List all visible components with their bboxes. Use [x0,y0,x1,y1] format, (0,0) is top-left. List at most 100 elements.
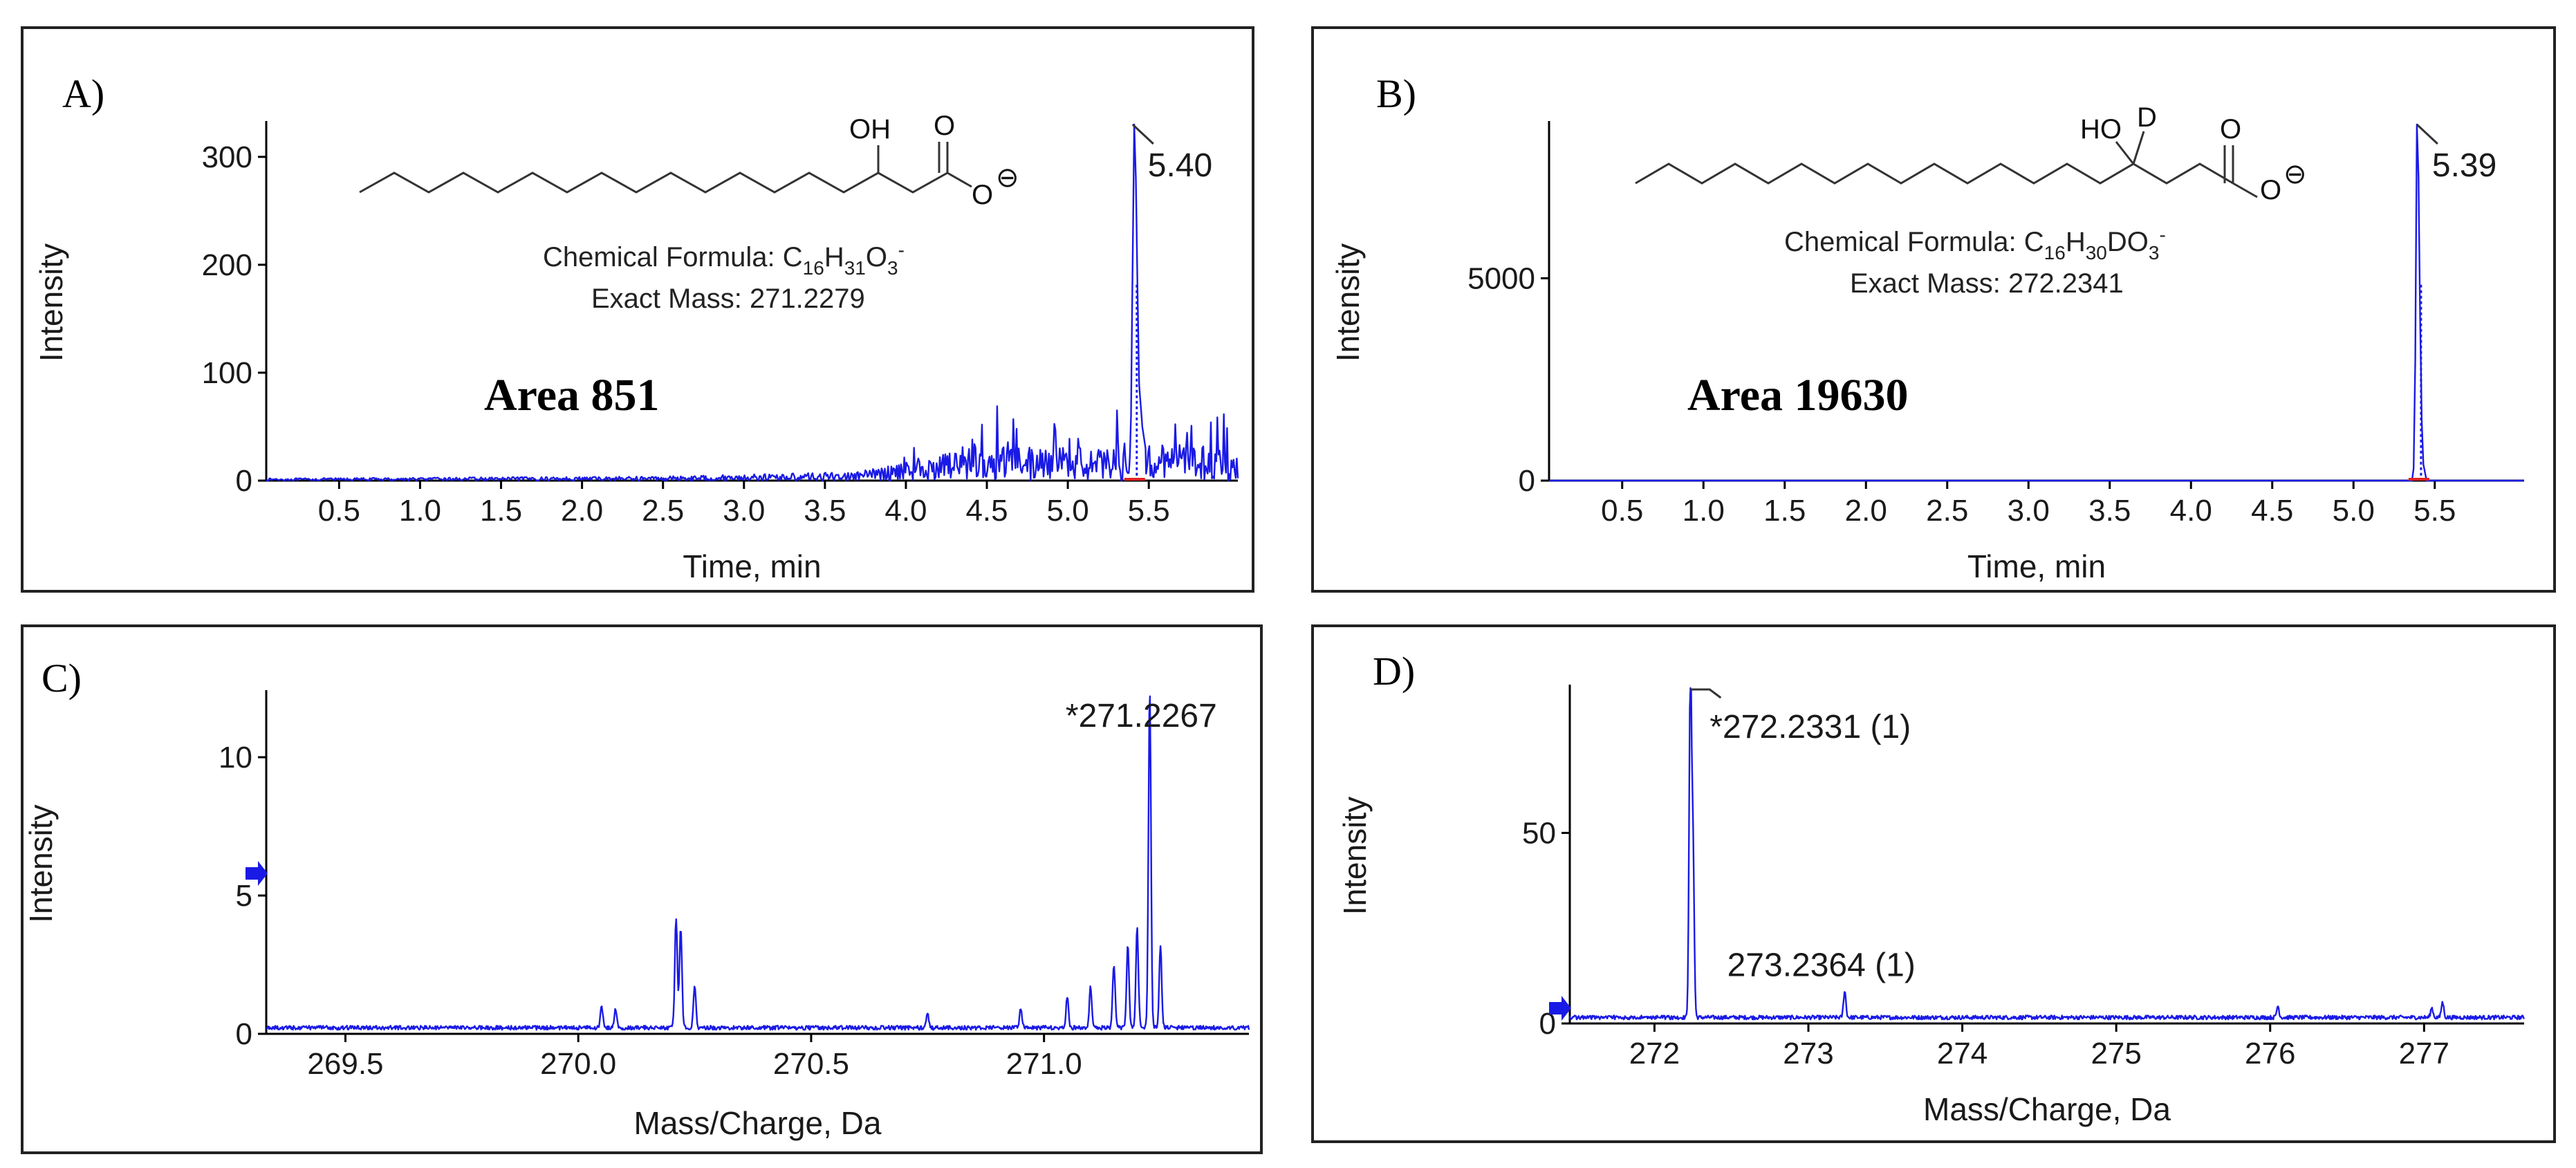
chart-c-spectrum [266,695,1250,1031]
chart-a-x-tick-label: 1.5 [480,494,522,528]
chart-a-x-tick-label: 2.5 [642,494,684,528]
chart-c-y-axis-label: Intensity [23,804,59,923]
chart-c-y-tick-label: 0 [236,1017,252,1051]
panel-b-letter: B) [1376,71,1416,116]
chart-b-x-tick-label: 3.0 [2008,494,2050,528]
panel-a-o-label: O [934,111,955,141]
panel-a-frame [21,26,1254,593]
chart-d-x-tick-label: 273 [1783,1037,1833,1070]
panel-c-letter: C) [41,656,82,701]
chart-a-y-tick-label: 300 [202,140,252,174]
chart-c-x-tick-label: 270.5 [773,1047,849,1081]
panel-a-exact-mass: Exact Mass: 271.2279 [591,284,865,314]
chart-d-x-tick-label: 275 [2091,1037,2141,1070]
chart-d-peak-label: *272.2331 (1) [1709,709,1911,745]
panel-b-o-bond [2232,182,2258,198]
chart-d-peak-marker [1690,688,1722,699]
chart-c-y-tick-label: 5 [236,879,252,913]
chart-b-x-tick-label: 5.5 [2413,494,2456,528]
panel-b-exact-mass: Exact Mass: 272.2341 [1850,268,2124,299]
panel-b-carbon-chain [1635,163,2234,185]
chart-b-x-tick-label: 2.5 [1926,494,1968,528]
panel-a-negative-charge: ⊖ [996,163,1019,193]
chart-b-x-tick-label: 4.0 [2170,494,2212,528]
chart-b-x-tick-label: 1.0 [1683,494,1725,528]
panel-b-negative-charge: ⊖ [2283,159,2307,189]
chart-a-x-tick-label: 3.5 [804,494,846,528]
chart-d-y-axis-label: Intensity [1337,797,1373,915]
chart-b-x-tick-label: 1.5 [1763,494,1806,528]
panel-a-carbon-chain [359,172,948,194]
panel-a-formula: Chemical Formula: C16H31O3- [543,239,905,279]
chart-a-x-tick-label: 2.0 [561,494,603,528]
chart-a-peak-marker [1131,123,1154,145]
panel-b-ho-label: HO [2080,114,2122,145]
chart-a-chromatogram: 0.5 1.0 1.5 2.0 2.5 3.0 3.5 4.0 4.5 5.0 5.5 0 100 200… [33,121,1239,584]
chart-c-mass-spectrum: 269.5 270.0 270.5 271.0 0 5 10 Mass/Charge, Da I… [23,690,1250,1141]
chart-a-trace [266,123,1239,482]
chart-a-peak-label: 5.40 [1148,147,1212,184]
chart-b-y-tick-label: 0 [1519,464,1535,498]
panel-b-frame [1311,26,2556,593]
chart-c-x-tick-label: 269.5 [307,1047,383,1081]
chart-c-x-tick-label: 271.0 [1006,1047,1082,1081]
panel-c-frame [21,624,1263,1154]
chart-a-x-tick-label: 0.5 [318,494,360,528]
panel-b-d-bond [2132,131,2145,165]
chart-c-x-tick-label: 270.0 [540,1047,616,1081]
chart-a-x-tick-label: 4.0 [884,494,927,528]
chart-a-y-tick-label: 200 [202,248,252,282]
chart-b-x-tick-label: 3.5 [2088,494,2131,528]
panel-b-formula: Chemical Formula: C16H30DO3- [1784,224,2166,263]
chart-a-x-tick-label: 5.5 [1128,494,1170,528]
panel-d-letter: D) [1373,649,1415,694]
chart-b-chromatogram: 0.5 1.0 1.5 2.0 2.5 3.0 3.5 4.0 4.5 5.0 5.5 0 5000 Ti… [1330,121,2524,584]
chart-d-threshold-arrow [1549,995,1571,1021]
chart-b-x-tick-label: 5.0 [2333,494,2375,528]
chart-d-x-tick-label: 276 [2245,1037,2295,1070]
chart-b-x-tick-label: 0.5 [1601,494,1643,528]
chart-a-x-tick-label: 5.0 [1047,494,1089,528]
chart-b-trace [1549,123,2524,482]
panel-a-letter: A) [62,71,104,116]
chart-a-x-tick-label: 3.0 [723,494,765,528]
chart-d-spectrum [1568,687,2526,1021]
chart-b-peak-label: 5.39 [2432,147,2496,184]
panel-b-d-label: D [2137,102,2157,133]
chart-c-threshold-arrow [245,861,268,886]
chart-d-y-tick-label: 50 [1522,816,1556,850]
chart-b-y-tick-label: 5000 [1467,261,1535,295]
chart-a-y-tick-label: 0 [236,464,252,498]
chart-d-x-axis-label: Mass/Charge, Da [1923,1091,2171,1127]
chart-b-y-axis-label: Intensity [1330,243,1366,362]
panel-b-ominus-label: O [2260,175,2281,205]
chart-a-x-axis-label: Time, min [683,548,821,584]
chart-c-x-axis-label: Mass/Charge, Da [634,1105,882,1141]
chart-d-peak-label: 273.2364 (1) [1727,947,1916,983]
chart-d-x-tick-label: 277 [2399,1037,2449,1070]
chart-d-x-tick-label: 272 [1629,1037,1680,1070]
chart-b-x-tick-label: 4.5 [2251,494,2293,528]
panel-a-oh-label: OH [849,114,891,145]
chart-a-x-tick-label: 4.5 [965,494,1008,528]
panel-b-ho-bond [2115,141,2135,165]
chart-a-y-tick-label: 100 [202,356,252,390]
chart-c-peak-label: *271.2267 [1066,698,1217,734]
chart-b-x-axis-label: Time, min [1967,548,2106,584]
panel-b-area-label: Area 19630 [1687,370,1909,420]
chart-a-y-axis-label: Intensity [33,243,69,362]
chart-c-y-tick-label: 10 [219,741,252,775]
chart-b-x-tick-label: 2.0 [1845,494,1887,528]
chart-a-x-tick-label: 1.0 [399,494,441,528]
panel-a-o-bond [947,172,972,188]
panel-b-o-label: O [2220,114,2241,145]
chart-b-peak-marker [2416,123,2438,145]
chart-d-x-tick-label: 274 [1937,1037,1987,1070]
panel-b-molecule: HO D O O ⊖ Chemical Formula: C16H30DO3- … [1635,102,2307,299]
panel-a-ominus-label: O [972,180,993,210]
panel-d-frame [1311,624,2556,1143]
panel-a-area-label: Area 851 [484,370,660,420]
panel-a-molecule: OH O O ⊖ Chemical Formula: C16H31O3- Exa… [359,111,1019,314]
